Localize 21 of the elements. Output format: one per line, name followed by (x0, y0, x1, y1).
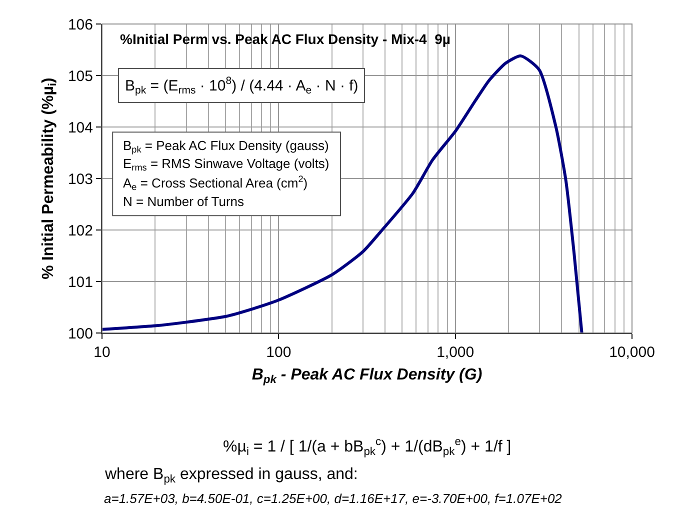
y-tick-label: 103 (68, 170, 93, 188)
text: where B$_{pk}$ expressed in gauss, and: (104, 466, 358, 486)
annotation: E$_{rms}$ = RMS Sinwave Voltage (volts) (123, 156, 330, 173)
annotation: B$_{pk}$ = Peak AC Flux Density (gauss) (123, 138, 329, 155)
x-tick-label: 10,000 (609, 344, 655, 361)
y-tick-label: 105 (68, 68, 93, 85)
text: %µ$_{i}$ = 1 / [ 1/(a + bB$_{pk}$$^{c}$) + 1/(dB$_{pk}$$^{e}$) + 1/f ] (223, 436, 512, 458)
text: B$_{pk}$ = (E$_{rms}$ · 10$^{8}$) / (4.44 · A$_{e}$ · N · f) (125, 75, 358, 96)
y-tick-label: 106 (68, 16, 93, 34)
x-tick-label: 1,000 (436, 344, 474, 361)
text: a=1.57E+03, b=4.50E-01, c=1.25E+00, d=1.16E+17, e=-3.70E+00, f=1.07E+02 (104, 491, 563, 506)
text: %Initial Perm vs. Peak AC Flux Density - Mix-4 9µ (120, 31, 450, 47)
x-axis-title: B$_{pk}$ - Peak AC Flux Density (G) (252, 366, 482, 386)
y-tick-label: 102 (68, 222, 93, 240)
y-tick-label: 104 (68, 119, 93, 136)
y-tick-label: 101 (68, 274, 93, 291)
x-tick-label: 100 (266, 344, 292, 361)
y-tick-label: 100 (68, 325, 93, 342)
x-tick-label: 10 (94, 344, 110, 361)
annotation: A$_{e}$ = Cross Sectional Area (cm$^{2}$) (123, 174, 308, 192)
annotation: N = Number of Turns (123, 194, 245, 209)
